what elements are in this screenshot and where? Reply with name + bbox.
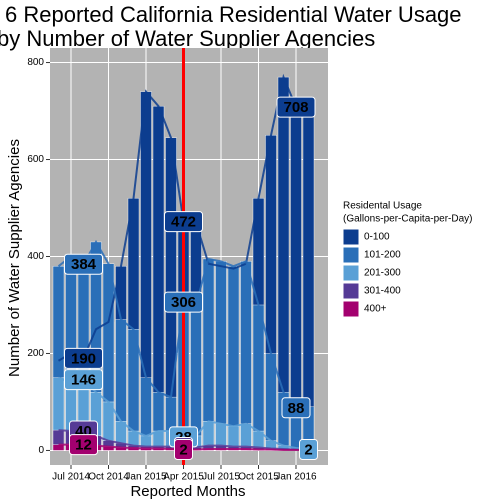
- x-axis-label: Reported Months: [130, 483, 245, 500]
- y-tick-label: 600: [27, 154, 44, 165]
- legend-swatch: [342, 264, 360, 282]
- legend-title: Residental Usage: [343, 201, 422, 212]
- y-tick-label: 200: [27, 348, 44, 359]
- legend-label: 201-300: [364, 268, 401, 279]
- legend-swatch: [342, 282, 360, 300]
- x-tick-label: Oct 2014: [88, 472, 129, 483]
- data-label: 12: [75, 437, 92, 454]
- data-label: 2: [304, 441, 312, 458]
- legend-title: (Gallons-per-Capita-per-Day): [343, 214, 472, 225]
- x-tick-label: Oct 2015: [238, 472, 279, 483]
- x-tick-label: Jul 2014: [52, 472, 90, 483]
- bar: [240, 261, 252, 451]
- data-label: 306: [171, 294, 196, 311]
- legend-label: 400+: [364, 304, 387, 315]
- legend-swatch: [342, 246, 360, 264]
- x-tick-label: Jan 2015: [125, 472, 167, 483]
- y-axis-label: Number of Water Supplier Agencies: [6, 139, 23, 377]
- data-label-box: [164, 291, 203, 313]
- data-label-box: [299, 438, 318, 460]
- legend-label: 101-200: [364, 250, 401, 261]
- legend-swatch: [342, 300, 360, 318]
- x-tick-label: Jul 2015: [202, 472, 240, 483]
- data-label: 708: [283, 99, 308, 116]
- data-label: 88: [288, 400, 305, 417]
- data-label-box: [281, 397, 311, 419]
- data-label: 190: [71, 350, 96, 367]
- legend-label: 301-400: [364, 286, 401, 297]
- data-label-box: [69, 434, 98, 456]
- y-tick-label: 0: [38, 445, 44, 456]
- chart-title: by Number of Water Supplier Agencies: [0, 26, 375, 51]
- data-label: 384: [71, 256, 97, 273]
- x-tick-label: Jan 2016: [275, 472, 317, 483]
- data-label: 472: [171, 214, 196, 231]
- legend-swatch: [342, 228, 360, 246]
- data-label-box: [64, 253, 103, 275]
- data-label: 146: [71, 372, 96, 389]
- y-tick-label: 400: [27, 251, 44, 262]
- legend-label: 0-100: [364, 232, 390, 243]
- data-label-box: [276, 96, 316, 118]
- bar: [227, 265, 240, 451]
- data-label-box: [164, 211, 203, 233]
- data-label-box: [64, 347, 103, 369]
- y-tick-label: 800: [27, 57, 44, 68]
- x-tick-label: Apr 2015: [163, 472, 204, 483]
- chart-title: 6 Reported California Residential Water …: [5, 2, 462, 27]
- data-label: 2: [179, 441, 187, 458]
- data-label-box: [64, 369, 103, 391]
- data-label-box: [174, 438, 193, 460]
